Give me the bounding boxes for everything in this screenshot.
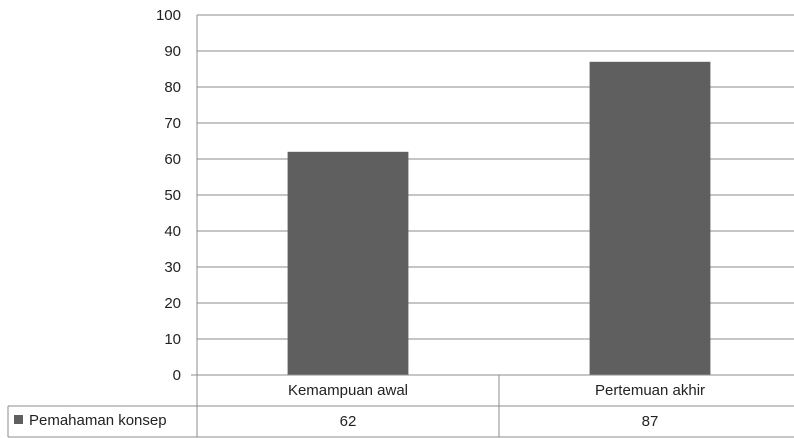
bars: [287, 61, 711, 376]
y-tick-label-30: 30: [164, 259, 181, 276]
legend-swatch: [14, 415, 23, 424]
category-label-kemampuan-awal: Kemampuan awal: [288, 382, 408, 399]
axes: [7, 15, 794, 438]
y-tick-label-40: 40: [164, 223, 181, 240]
legend-series-label: Pemahaman konsep: [29, 412, 167, 429]
y-tick-label-70: 70: [164, 115, 181, 132]
bar-pertemuan-akhir: [589, 61, 711, 376]
y-tick-label-60: 60: [164, 151, 181, 168]
y-tick-label-90: 90: [164, 43, 181, 60]
data-table-value-kemampuan-awal: 62: [340, 413, 357, 430]
y-tick-label-80: 80: [164, 79, 181, 96]
y-tick-label-50: 50: [164, 187, 181, 204]
y-tick-label-100: 100: [156, 7, 181, 24]
data-table-value-pertemuan-akhir: 87: [642, 413, 659, 430]
y-tick-label-20: 20: [164, 295, 181, 312]
data-table: Pemahaman konsep Kemampuan awal Pertemua…: [14, 382, 705, 430]
bar-kemampuan-awal: [287, 151, 409, 375]
y-tick-label-0: 0: [173, 367, 181, 384]
y-axis-tick-labels: 0 10 20 30 40 50 60 70 80 90 100: [156, 7, 181, 384]
category-label-pertemuan-akhir: Pertemuan akhir: [595, 382, 705, 399]
y-tick-label-10: 10: [164, 331, 181, 348]
